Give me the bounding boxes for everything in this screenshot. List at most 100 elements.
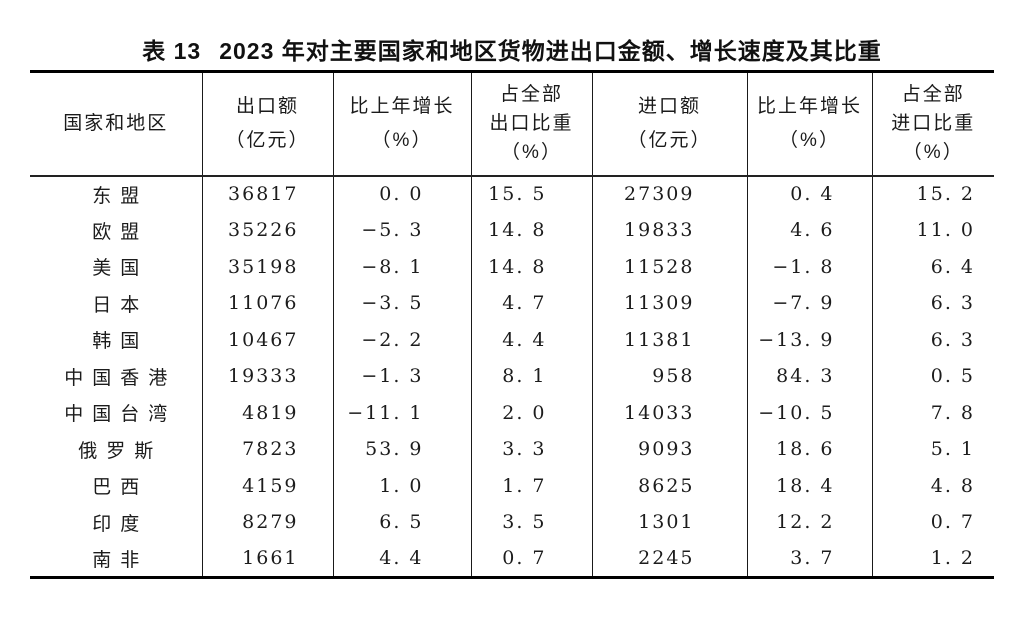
cell-import-share: 6. 3 — [871, 321, 994, 358]
header-import-share: 占全部 进口比重 （%） — [871, 71, 994, 177]
cell-import-share: 7. 8 — [871, 394, 994, 431]
cell-export-share: 8. 1 — [470, 358, 592, 395]
header-export-amount: 出口额 （亿元） — [201, 71, 333, 177]
cell-export-amount: 10467 — [201, 321, 333, 358]
cell-import-amount: 9093 — [591, 431, 747, 468]
cell-region: 东盟 — [92, 184, 149, 207]
cell-region: 美国 — [92, 257, 149, 280]
cell-export-growth: 53. 9 — [332, 431, 471, 468]
table-row: 印度 8279 6. 5 3. 5 1301 12. 2 0. 7 — [30, 504, 994, 541]
cell-export-share: 3. 3 — [470, 431, 592, 468]
cell-export-amount: 4159 — [201, 467, 333, 504]
cell-import-amount: 11381 — [591, 321, 747, 358]
header-row: 国家和地区 出口额 （亿元） 比上年增长 （%） 占全部 出口比重 （%） 进口额 （亿元… — [30, 71, 994, 177]
table-number-label: 表 13 — [142, 38, 202, 64]
cell-import-growth: 12. 2 — [746, 504, 872, 541]
cell-import-growth: −13. 9 — [746, 321, 872, 358]
header-import-amount: 进口额 （亿元） — [591, 71, 747, 177]
table-row: 中国香港 19333 −1. 3 8. 1 958 84. 3 0. 5 — [30, 358, 994, 395]
cell-export-amount: 11076 — [201, 285, 333, 322]
cell-import-growth: −7. 9 — [746, 285, 872, 322]
cell-region: 欧盟 — [92, 220, 149, 243]
cell-export-amount: 35226 — [201, 212, 333, 249]
cell-region: 南非 — [92, 548, 149, 571]
cell-export-amount: 36817 — [201, 175, 333, 212]
cell-export-amount: 1661 — [201, 540, 333, 577]
cell-export-share: 1. 7 — [470, 467, 592, 504]
cell-export-growth: 6. 5 — [332, 504, 471, 541]
cell-import-share: 6. 4 — [871, 248, 994, 285]
cell-import-amount: 11309 — [591, 285, 747, 322]
cell-export-amount: 19333 — [201, 358, 333, 395]
cell-export-amount: 7823 — [201, 431, 333, 468]
cell-export-amount: 35198 — [201, 248, 333, 285]
cell-export-share: 3. 5 — [470, 504, 592, 541]
cell-import-amount: 27309 — [591, 175, 747, 212]
cell-import-amount: 11528 — [591, 248, 747, 285]
cell-region: 中国台湾 — [64, 403, 177, 426]
trade-table: 国家和地区 出口额 （亿元） 比上年增长 （%） 占全部 出口比重 （%） 进口额 （亿元… — [30, 70, 994, 579]
cell-import-share: 5. 1 — [871, 431, 994, 468]
cell-import-amount: 14033 — [591, 394, 747, 431]
table-row: 日本 11076 −3. 5 4. 7 11309 −7. 9 6. 3 — [30, 285, 994, 322]
cell-import-share: 0. 5 — [871, 358, 994, 395]
cell-import-share: 6. 3 — [871, 285, 994, 322]
table-row: 东盟 36817 0. 0 15. 5 27309 0. 4 15. 2 — [30, 175, 994, 212]
cell-export-amount: 8279 — [201, 504, 333, 541]
cell-export-amount: 4819 — [201, 394, 333, 431]
cell-export-share: 14. 8 — [470, 248, 592, 285]
cell-region: 中国香港 — [64, 366, 177, 389]
cell-import-growth: 18. 4 — [746, 467, 872, 504]
cell-import-growth: −1. 8 — [746, 248, 872, 285]
cell-export-growth: −8. 1 — [332, 248, 471, 285]
cell-import-amount: 2245 — [591, 540, 747, 577]
cell-region: 俄罗斯 — [78, 439, 163, 462]
cell-export-share: 2. 0 — [470, 394, 592, 431]
table-title-text: 2023 年对主要国家和地区货物进出口金额、增长速度及其比重 — [219, 38, 882, 64]
table-row: 南非 1661 4. 4 0. 7 2245 3. 7 1. 2 — [30, 540, 994, 577]
header-export-share: 占全部 出口比重 （%） — [470, 71, 592, 177]
cell-export-share: 4. 4 — [470, 321, 592, 358]
cell-export-growth: 1. 0 — [332, 467, 471, 504]
cell-import-growth: 18. 6 — [746, 431, 872, 468]
cell-export-growth: −1. 3 — [332, 358, 471, 395]
cell-region: 印度 — [92, 512, 149, 535]
header-region: 国家和地区 — [30, 71, 202, 177]
cell-import-share: 1. 2 — [871, 540, 994, 577]
cell-import-share: 15. 2 — [871, 175, 994, 212]
cell-import-amount: 19833 — [591, 212, 747, 249]
table-row: 欧盟 35226 −5. 3 14. 8 19833 4. 6 11. 0 — [30, 212, 994, 249]
header-export-growth: 比上年增长 （%） — [332, 71, 471, 177]
cell-import-share: 0. 7 — [871, 504, 994, 541]
cell-import-growth: −10. 5 — [746, 394, 872, 431]
cell-import-share: 11. 0 — [871, 212, 994, 249]
table-row: 俄罗斯 7823 53. 9 3. 3 9093 18. 6 5. 1 — [30, 431, 994, 468]
cell-export-share: 0. 7 — [470, 540, 592, 577]
cell-region: 韩国 — [92, 330, 149, 353]
cell-import-amount: 8625 — [591, 467, 747, 504]
cell-export-growth: −11. 1 — [332, 394, 471, 431]
cell-export-growth: −5. 3 — [332, 212, 471, 249]
cell-import-growth: 4. 6 — [746, 212, 872, 249]
cell-import-amount: 1301 — [591, 504, 747, 541]
table-row: 美国 35198 −8. 1 14. 8 11528 −1. 8 6. 4 — [30, 248, 994, 285]
cell-export-growth: −2. 2 — [332, 321, 471, 358]
cell-import-share: 4. 8 — [871, 467, 994, 504]
cell-region: 巴西 — [92, 476, 149, 499]
cell-export-growth: 4. 4 — [332, 540, 471, 577]
table-row: 中国台湾 4819 −11. 1 2. 0 14033 −10. 5 7. 8 — [30, 394, 994, 431]
cell-export-growth: 0. 0 — [332, 175, 471, 212]
cell-region: 日本 — [92, 293, 149, 316]
cell-import-growth: 84. 3 — [746, 358, 872, 395]
cell-import-growth: 0. 4 — [746, 175, 872, 212]
table-row: 韩国 10467 −2. 2 4. 4 11381 −13. 9 6. 3 — [30, 321, 994, 358]
table-title: 表 13 2023 年对主要国家和地区货物进出口金额、增长速度及其比重 — [0, 32, 1024, 66]
table-row: 巴西 4159 1. 0 1. 7 8625 18. 4 4. 8 — [30, 467, 994, 504]
cell-export-share: 4. 7 — [470, 285, 592, 322]
header-import-growth: 比上年增长 （%） — [746, 71, 872, 177]
cell-export-growth: −3. 5 — [332, 285, 471, 322]
cell-import-amount: 958 — [591, 358, 747, 395]
cell-export-share: 14. 8 — [470, 212, 592, 249]
cell-import-growth: 3. 7 — [746, 540, 872, 577]
